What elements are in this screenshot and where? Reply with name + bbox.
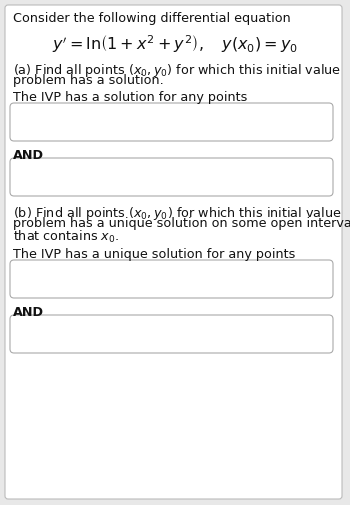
Text: AND: AND [13,306,44,319]
Text: (b) Find all points $(x_0, y_0)$ for which this initial value: (b) Find all points $(x_0, y_0)$ for whi… [13,205,342,222]
Text: Consider the following differential equation: Consider the following differential equa… [13,12,291,25]
Text: (a) Find all points $(x_0, y_0)$ for which this initial value: (a) Find all points $(x_0, y_0)$ for whi… [13,62,341,79]
Text: The IVP has a unique solution for any points: The IVP has a unique solution for any po… [13,248,295,261]
FancyBboxPatch shape [10,315,333,353]
FancyBboxPatch shape [10,260,333,298]
FancyBboxPatch shape [10,103,333,141]
Text: that contains $x_0$.: that contains $x_0$. [13,229,119,245]
Text: $y'= \ln\!\left(1 + x^2 + y^2\right),\quad y(x_0) = y_0$: $y'= \ln\!\left(1 + x^2 + y^2\right),\qu… [52,33,298,55]
Text: The IVP has a solution for any points: The IVP has a solution for any points [13,91,247,104]
Text: problem has a solution.: problem has a solution. [13,74,164,87]
Text: problem has a unique solution on some open interval: problem has a unique solution on some op… [13,217,350,230]
FancyBboxPatch shape [10,158,333,196]
FancyBboxPatch shape [5,5,342,499]
Text: AND: AND [13,149,44,162]
